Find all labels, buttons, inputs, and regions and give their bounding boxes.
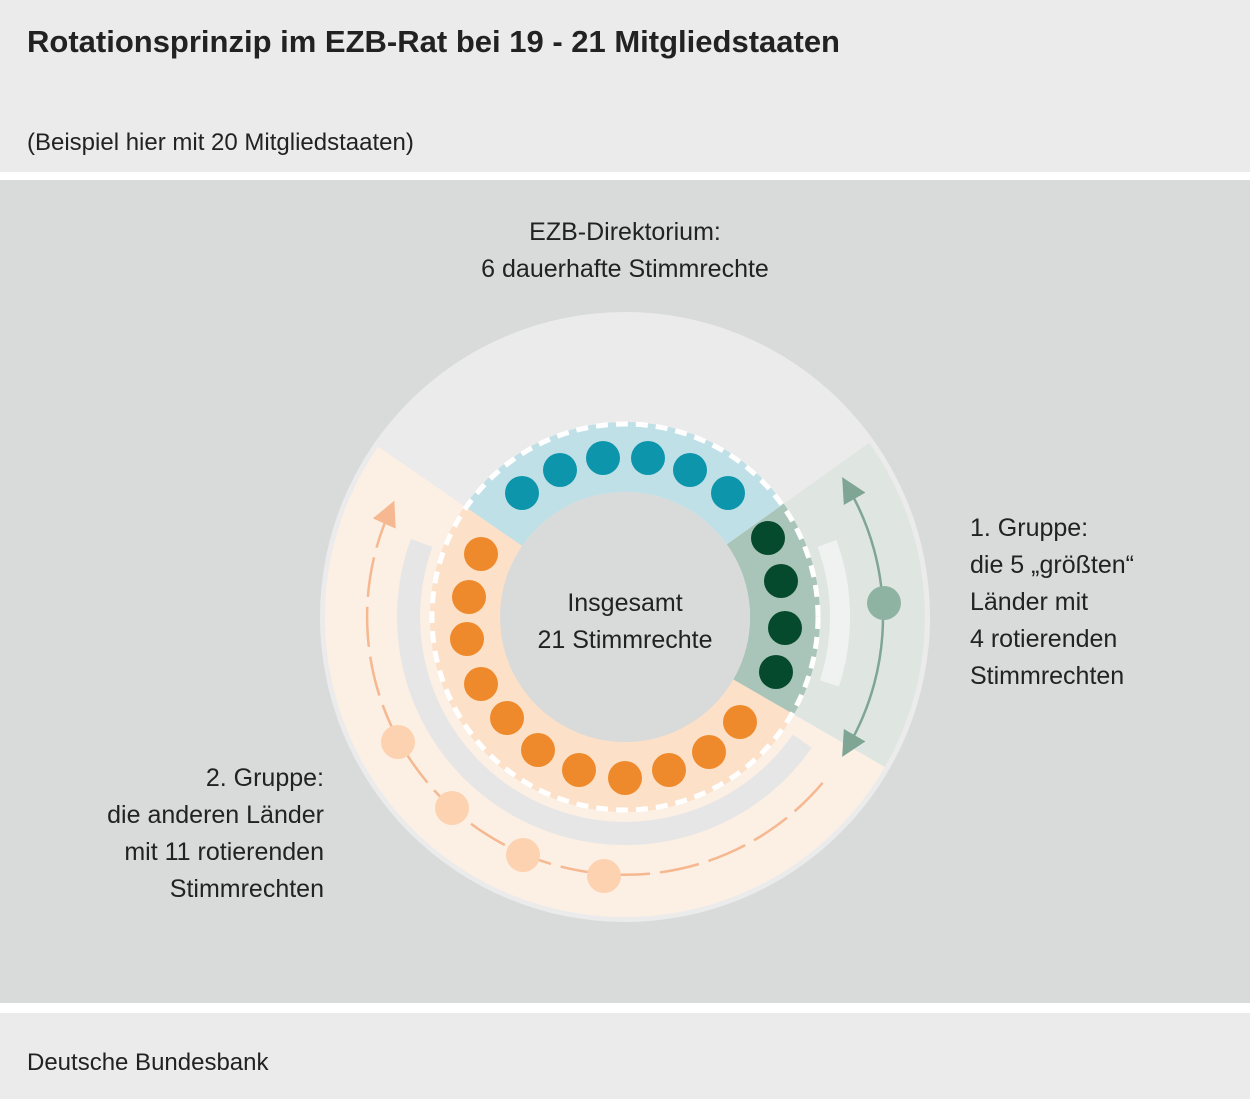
title: Rotationsprinzip im EZB-Rat bei 19 - 21 … (27, 24, 840, 59)
group2-waiting (435, 791, 469, 825)
footer-source: Deutsche Bundesbank (27, 1049, 270, 1076)
group1-sector (726, 503, 821, 715)
board-label: 6 dauerhafte Stimmrechte (481, 255, 769, 283)
inner-hole (500, 492, 750, 742)
group2-seat (490, 701, 524, 735)
group1-label: Länder mit (970, 588, 1088, 616)
group1-seat (768, 611, 802, 645)
group1-waiting (867, 586, 901, 620)
group2-seat (652, 753, 686, 787)
group2-waiting (506, 838, 540, 872)
group1-label: 4 rotierenden (970, 625, 1117, 653)
group2-label: mit 11 rotierenden (124, 838, 324, 866)
group1-seat (751, 521, 785, 555)
group1-outer (783, 442, 925, 767)
header-bg (0, 0, 1250, 172)
center-label: 21 Stimmrechte (537, 626, 712, 654)
board-seat (673, 453, 707, 487)
group2-seat (692, 735, 726, 769)
group2-seat (464, 537, 498, 571)
group2-arrow (365, 500, 824, 877)
board-seat (586, 441, 620, 475)
group2-label: die anderen Länder (107, 801, 324, 829)
center-label: Insgesamt (567, 589, 682, 617)
footer-bg (0, 1013, 1250, 1099)
group2-waiting (587, 859, 621, 893)
board-seat (711, 476, 745, 510)
group2-seat (464, 667, 498, 701)
group1-label: 1. Gruppe: (970, 514, 1088, 542)
subtitle: (Beispiel hier mit 20 Mitgliedstaaten) (27, 129, 414, 156)
group2-label: 2. Gruppe: (206, 764, 324, 792)
board-seat (631, 441, 665, 475)
board-seat (505, 476, 539, 510)
group2-seat (562, 753, 596, 787)
group1-seat (764, 564, 798, 598)
group2-seat (452, 580, 486, 614)
group1-seat (759, 655, 793, 689)
group1-track (817, 540, 850, 687)
board-seat (543, 453, 577, 487)
board-sector (464, 422, 784, 546)
group2-sector (429, 506, 794, 813)
group2-seat (608, 761, 642, 795)
group2-waiting (381, 725, 415, 759)
group2-seat (723, 705, 757, 739)
group2-seat (450, 622, 484, 656)
group2-label: Stimmrechten (170, 875, 324, 903)
group2-seat (521, 733, 555, 767)
group1-label: die 5 „größten“ (970, 551, 1134, 579)
ring-diagram (320, 312, 930, 922)
board-label: EZB-Direktorium: (529, 218, 721, 246)
dashed-ring (429, 421, 821, 813)
group1-arrow (842, 616, 885, 757)
group1-label: Stimmrechten (970, 662, 1124, 690)
